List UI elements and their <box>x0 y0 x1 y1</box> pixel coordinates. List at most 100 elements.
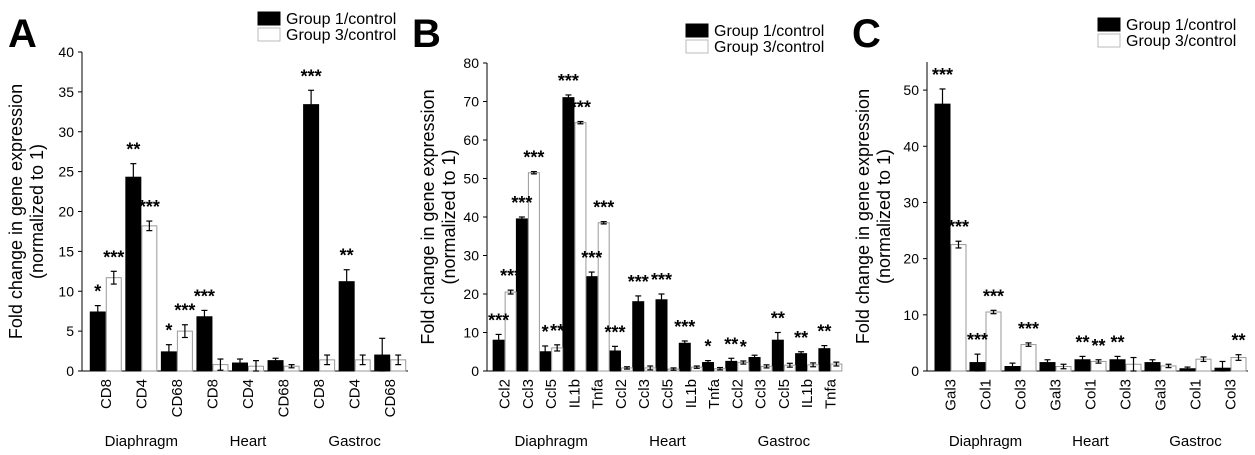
y-tick-label: 40 <box>903 138 919 154</box>
y-tick-label: 50 <box>463 171 479 187</box>
bar-group-1 <box>585 276 598 372</box>
significance-marker: *** <box>301 66 322 86</box>
significance-marker: *** <box>593 198 614 218</box>
y-axis-label-sub: (normalized to 1) <box>874 149 894 284</box>
x-group-label: Heart <box>230 433 268 450</box>
x-category-label: CD68 <box>276 379 293 417</box>
legend-label-group-1: Group 1/control <box>1126 17 1236 34</box>
x-category-label: Col3 <box>1223 379 1240 410</box>
y-tick-label: 40 <box>463 209 479 225</box>
bar-group-1 <box>196 316 213 372</box>
x-category-label: Ccl2 <box>497 379 514 409</box>
x-category-label: IL1b <box>566 379 583 408</box>
bar-group-3 <box>105 277 122 372</box>
x-category-label: Ccl5 <box>543 379 560 409</box>
significance-marker: ** <box>771 309 785 329</box>
significance-marker: *** <box>558 71 579 91</box>
bar-group-3 <box>985 311 1002 372</box>
significance-marker: *** <box>628 272 649 292</box>
y-tick-label: 0 <box>911 363 919 379</box>
x-group-label: Gastroc <box>1169 433 1222 450</box>
bar-group-1 <box>338 281 355 372</box>
y-tick-label: 5 <box>66 323 74 339</box>
y-tick-label: 20 <box>903 251 919 267</box>
x-category-label: Col1 <box>1188 379 1205 410</box>
x-group-label: Gastroc <box>758 433 811 450</box>
legend-label-group-3: Group 3/control <box>286 27 396 44</box>
bar-group-1 <box>678 342 691 372</box>
significance-marker: *** <box>174 301 195 321</box>
significance-marker: *** <box>139 197 160 217</box>
significance-marker: *** <box>674 317 695 337</box>
y-axis-label-sub: (normalized to 1) <box>27 144 47 279</box>
y-tick-label: 30 <box>463 248 479 264</box>
legend-swatch-group-1 <box>685 23 709 38</box>
x-category-label: Gal3 <box>943 379 960 411</box>
bar-group-3 <box>504 291 517 372</box>
significance-marker: *** <box>604 322 625 342</box>
bar-group-3 <box>141 225 158 372</box>
x-category-label: CD4 <box>347 379 364 409</box>
x-group-label: Heart <box>649 433 687 450</box>
x-category-label: CD68 <box>382 379 399 417</box>
legend-label-group-3: Group 3/control <box>714 39 824 56</box>
significance-marker: ** <box>126 140 140 160</box>
panel-letter: B <box>412 12 441 56</box>
legend-label-group-1: Group 1/control <box>714 23 824 40</box>
significance-marker: ** <box>1091 336 1105 356</box>
significance-marker: ** <box>817 322 831 342</box>
bar-group-1 <box>934 103 951 372</box>
x-category-label: IL1b <box>799 379 816 408</box>
x-category-label: Col1 <box>978 379 995 410</box>
y-tick-label: 40 <box>58 44 74 60</box>
significance-marker: *** <box>967 330 988 350</box>
significance-marker: *** <box>1018 319 1039 339</box>
significance-marker: *** <box>523 148 544 168</box>
y-tick-label: 80 <box>463 55 479 71</box>
y-tick-label: 0 <box>66 363 74 379</box>
x-category-label: Ccl5 <box>776 379 793 409</box>
significance-marker: ** <box>550 321 564 341</box>
x-group-label: Diaphragm <box>105 433 178 450</box>
x-category-label: Gal3 <box>1153 379 1170 411</box>
x-category-label: Ccl2 <box>729 379 746 409</box>
x-category-label: CD8 <box>204 379 221 409</box>
significance-marker: * <box>94 282 101 302</box>
bar-group-1 <box>515 218 528 372</box>
significance-marker: *** <box>983 286 1004 306</box>
y-axis-label: Fold change in gene expression <box>6 84 26 339</box>
y-tick-label: 60 <box>463 132 479 148</box>
x-category-label: Gal3 <box>1048 379 1065 411</box>
x-group-label: Diaphragm <box>949 433 1022 450</box>
y-tick-label: 20 <box>463 286 479 302</box>
significance-marker: *** <box>500 266 521 286</box>
legend-swatch-group-3 <box>257 27 281 42</box>
y-axis-label: Fold change in gene expression <box>418 89 438 344</box>
legend-swatch-group-1 <box>1097 17 1121 32</box>
significance-marker: ** <box>1231 331 1245 351</box>
y-tick-label: 20 <box>58 204 74 220</box>
significance-marker: *** <box>194 286 215 306</box>
x-category-label: CD8 <box>98 379 115 409</box>
x-category-label: Ccl3 <box>520 379 537 409</box>
significance-marker: * <box>740 337 747 357</box>
y-tick-label: 10 <box>463 325 479 341</box>
significance-marker: *** <box>948 217 969 237</box>
y-tick-label: 30 <box>58 124 74 140</box>
y-tick-label: 35 <box>58 84 74 100</box>
significance-marker: ** <box>794 328 808 348</box>
x-category-label: Ccl3 <box>636 379 653 409</box>
significance-marker: *** <box>488 310 509 330</box>
y-tick-label: 15 <box>58 243 74 259</box>
x-category-label: Tnfa <box>706 378 723 409</box>
y-tick-label: 0 <box>471 363 479 379</box>
y-axis-label-sub: (normalized to 1) <box>439 149 459 284</box>
bar-group-1 <box>562 97 575 372</box>
legend-swatch-group-3 <box>1097 33 1121 48</box>
x-category-label: Ccl2 <box>613 379 630 409</box>
significance-marker: * <box>165 321 172 341</box>
legend-label-group-3: Group 3/control <box>1126 33 1236 50</box>
significance-marker: *** <box>103 247 124 267</box>
